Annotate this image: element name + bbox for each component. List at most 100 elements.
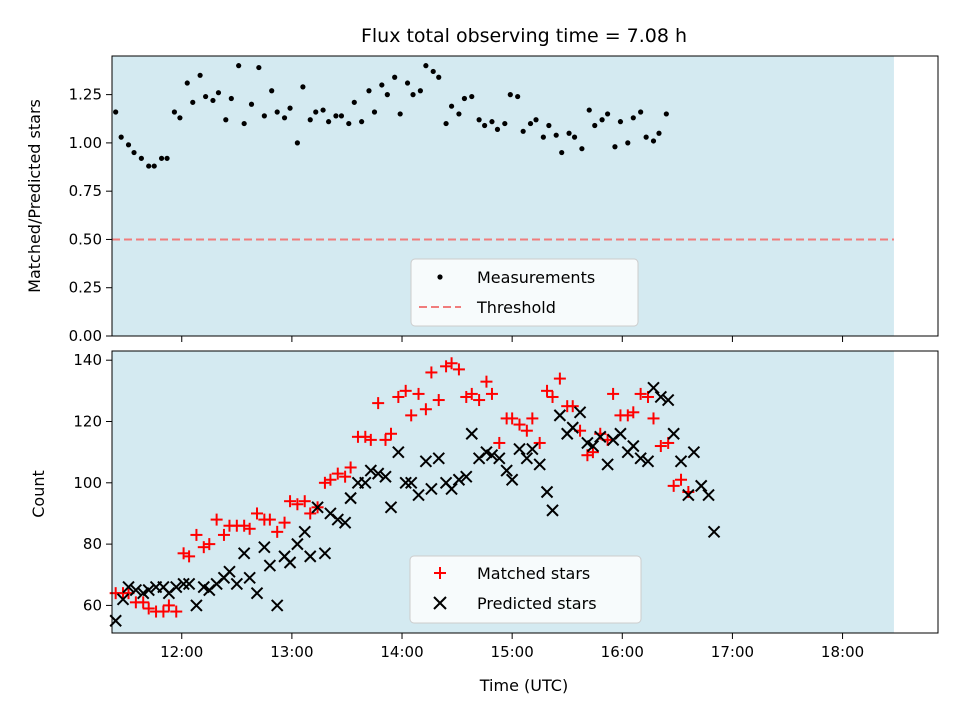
matched-star-point — [634, 387, 647, 400]
measurement-point — [248, 101, 255, 107]
measurement-point — [320, 107, 326, 113]
predicted-star-point — [364, 464, 378, 477]
matched-star-point — [465, 387, 478, 400]
predicted-star-point — [371, 467, 385, 480]
measurement-point — [269, 88, 275, 94]
measurement-point — [210, 97, 216, 104]
matched-star-point — [513, 418, 526, 431]
measurement-point — [540, 134, 546, 140]
measurement-point — [502, 120, 508, 127]
predicted-star-point — [465, 427, 478, 440]
measurement-point — [118, 134, 124, 140]
matched-star-point — [183, 550, 196, 563]
x-tick-label: 16:00 — [601, 643, 644, 661]
predicted-star-point — [298, 525, 311, 539]
ratio-panel: 0.00 0.25 0.50 0.75 1.00 1.25 Matched/Predict… — [25, 55, 939, 345]
matched-star-point — [654, 440, 667, 453]
measurement-point — [566, 130, 572, 136]
legend-measurements-label: Measurements — [477, 268, 595, 287]
predicted-star-point — [485, 449, 499, 462]
measurement-point — [184, 80, 190, 86]
measurement-point — [527, 120, 534, 127]
x-tick-label: 14:00 — [380, 643, 423, 661]
predicted-star-point — [707, 525, 721, 539]
y-tick-label: 0.50 — [69, 230, 102, 248]
x-tick-label: 12:00 — [160, 643, 203, 661]
predicted-star-point — [283, 556, 297, 569]
predicted-star-point — [687, 445, 701, 459]
measurement-point — [571, 134, 578, 140]
measurement-point — [430, 68, 436, 75]
measurement-point — [300, 84, 306, 90]
measurement-point — [379, 82, 385, 88]
matched-star-point — [271, 525, 284, 538]
measurement-point — [287, 105, 293, 111]
predicted-star-point — [445, 482, 458, 496]
measurement-point — [404, 80, 411, 86]
measurement-point — [197, 72, 203, 78]
predicted-star-point — [682, 488, 695, 502]
predicted-star-point — [304, 550, 317, 563]
predicted-star-point — [190, 599, 203, 612]
count-legend-box — [409, 555, 642, 624]
matched-star-point — [284, 495, 297, 508]
matched-star-point — [142, 602, 155, 615]
predicted-star-point — [654, 390, 668, 404]
predicted-star-point — [331, 513, 344, 526]
measurement-point — [663, 111, 669, 117]
measurement-point — [223, 117, 229, 123]
measurement-point — [158, 155, 165, 161]
measurement-point — [313, 109, 319, 115]
predicted-star-point — [553, 409, 567, 422]
predicted-star-point — [614, 427, 627, 440]
matched-star-point — [217, 528, 230, 541]
predicted-star-point — [419, 455, 433, 468]
predicted-star-point — [392, 445, 405, 459]
predicted-star-point — [540, 485, 554, 499]
predicted-star-point — [641, 455, 655, 468]
measurement-point — [592, 122, 598, 129]
matched-star-point — [392, 390, 405, 403]
measurement-point — [274, 109, 280, 115]
y-tick-label: 0.00 — [69, 327, 102, 345]
predicted-star-point — [142, 583, 155, 597]
predicted-star-point — [177, 577, 190, 591]
measurement-point — [392, 74, 398, 80]
predicted-star-point — [258, 540, 271, 554]
count-panel-frame — [111, 350, 939, 634]
predicted-star-point — [237, 547, 251, 560]
measurement-point — [241, 120, 247, 127]
predicted-star-point — [674, 455, 688, 468]
measurement-point — [236, 63, 242, 69]
y-tick-label: 80 — [83, 535, 102, 553]
predicted-star-point — [460, 470, 473, 483]
measurement-point — [215, 90, 222, 96]
predicted-star-point — [170, 580, 183, 594]
matched-star-point — [647, 412, 660, 425]
x-tick-label: 13:00 — [270, 643, 313, 661]
matched-star-point — [627, 406, 640, 419]
matched-star-point — [190, 528, 203, 541]
predicted-star-point — [243, 571, 256, 585]
matched-star-point — [506, 412, 519, 425]
predicted-star-point — [359, 476, 372, 490]
y-tick-label: 0.75 — [69, 182, 102, 200]
predicted-star-point — [505, 473, 519, 486]
matched-star-point — [485, 387, 498, 400]
measurement-point — [469, 93, 475, 100]
measurement-point — [456, 111, 462, 117]
predicted-star-point — [594, 430, 607, 444]
y-tick-label: 0.25 — [69, 279, 102, 297]
matched-star-point — [541, 384, 554, 397]
measurement-point — [656, 130, 662, 136]
predicted-star-point — [311, 501, 324, 514]
matched-star-point — [526, 412, 539, 425]
matched-star-point — [432, 394, 445, 407]
measurement-point — [171, 109, 178, 115]
y-tick-label: 1.00 — [69, 134, 102, 152]
predicted-star-point — [116, 593, 130, 606]
measurement-point — [559, 149, 565, 156]
ratio-panel-frame — [111, 55, 939, 337]
measurement-point — [643, 134, 649, 140]
measurement-point — [617, 119, 624, 125]
